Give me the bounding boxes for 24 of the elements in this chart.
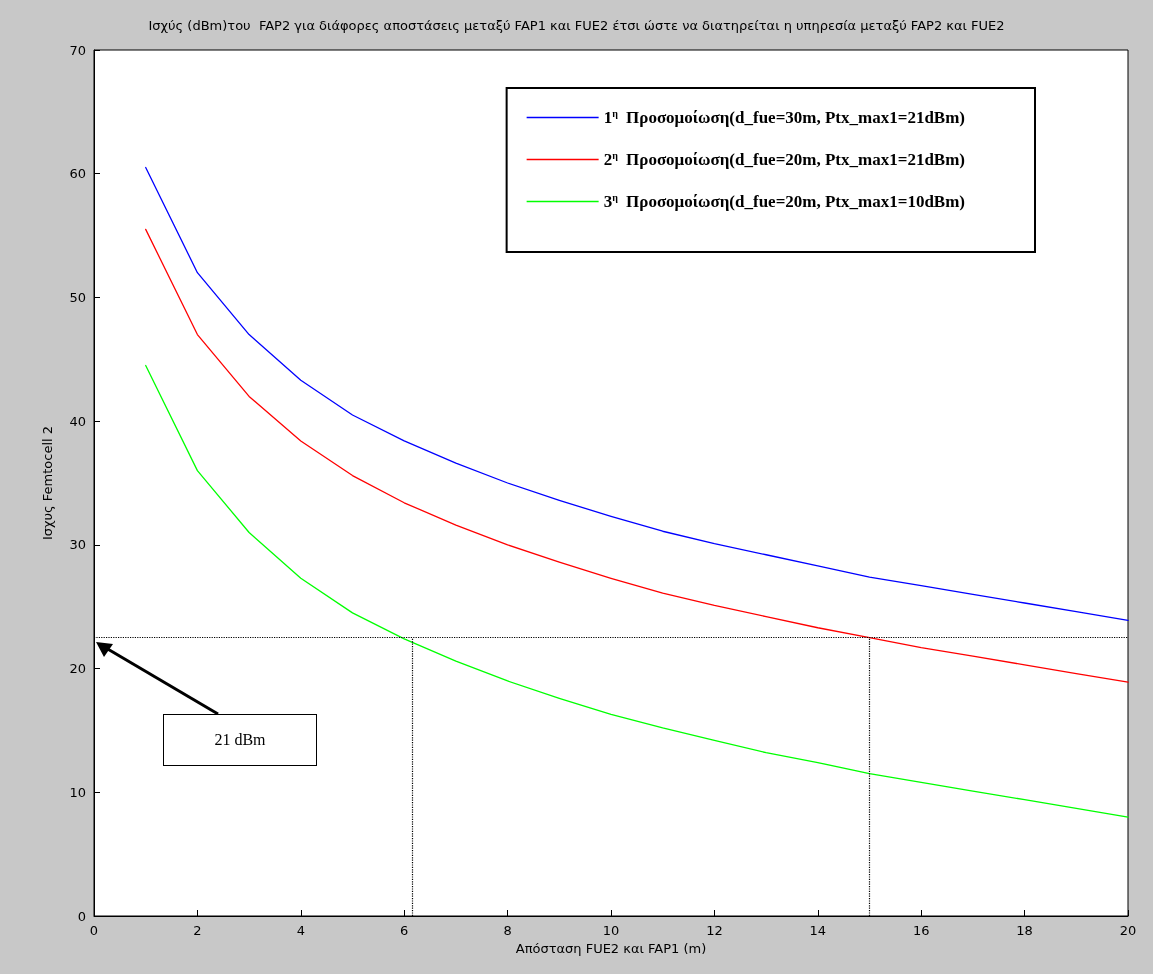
- y-tick-label: 0: [77, 908, 86, 924]
- y-tick-label: 60: [69, 166, 86, 182]
- chart-title: Ισχύς (dBm)του FAP2 για διάφορες αποστάσεις μεταξύ FAP1 και FUE2 έτσι ώστε να διατηρείται η υπηρεσία μεταξύ FAP2 και FUE2: [148, 18, 1005, 33]
- x-tick-label: 20: [1119, 923, 1137, 938]
- x-tick-label: 12: [706, 923, 723, 938]
- y-tick-label: 70: [69, 42, 86, 58]
- line-series: [145, 364, 1129, 818]
- x-tick-label: 0: [89, 923, 99, 938]
- y-tick-label: 40: [69, 413, 86, 429]
- y-tick-label: 20: [69, 661, 86, 677]
- x-tick-label: 16: [912, 923, 930, 938]
- x-tick-label: 2: [193, 923, 202, 938]
- y-tick-label: 50: [69, 289, 86, 305]
- y-axis-title: Ισχυς Femtocell 2: [40, 425, 55, 541]
- line-series: [145, 228, 1129, 683]
- x-tick-label: 4: [296, 923, 305, 938]
- x-tick-label: 6: [400, 923, 409, 938]
- y-tick-label: 30: [69, 537, 86, 553]
- y-tick-label: 10: [69, 784, 86, 800]
- x-tick-label: 14: [809, 923, 827, 938]
- x-tick-label: 18: [1016, 923, 1033, 938]
- x-tick-label: 10: [602, 923, 620, 938]
- x-tick-label: 8: [503, 923, 512, 938]
- x-axis-title: Απόσταση FUE2 και FAP1 (m): [515, 940, 707, 956]
